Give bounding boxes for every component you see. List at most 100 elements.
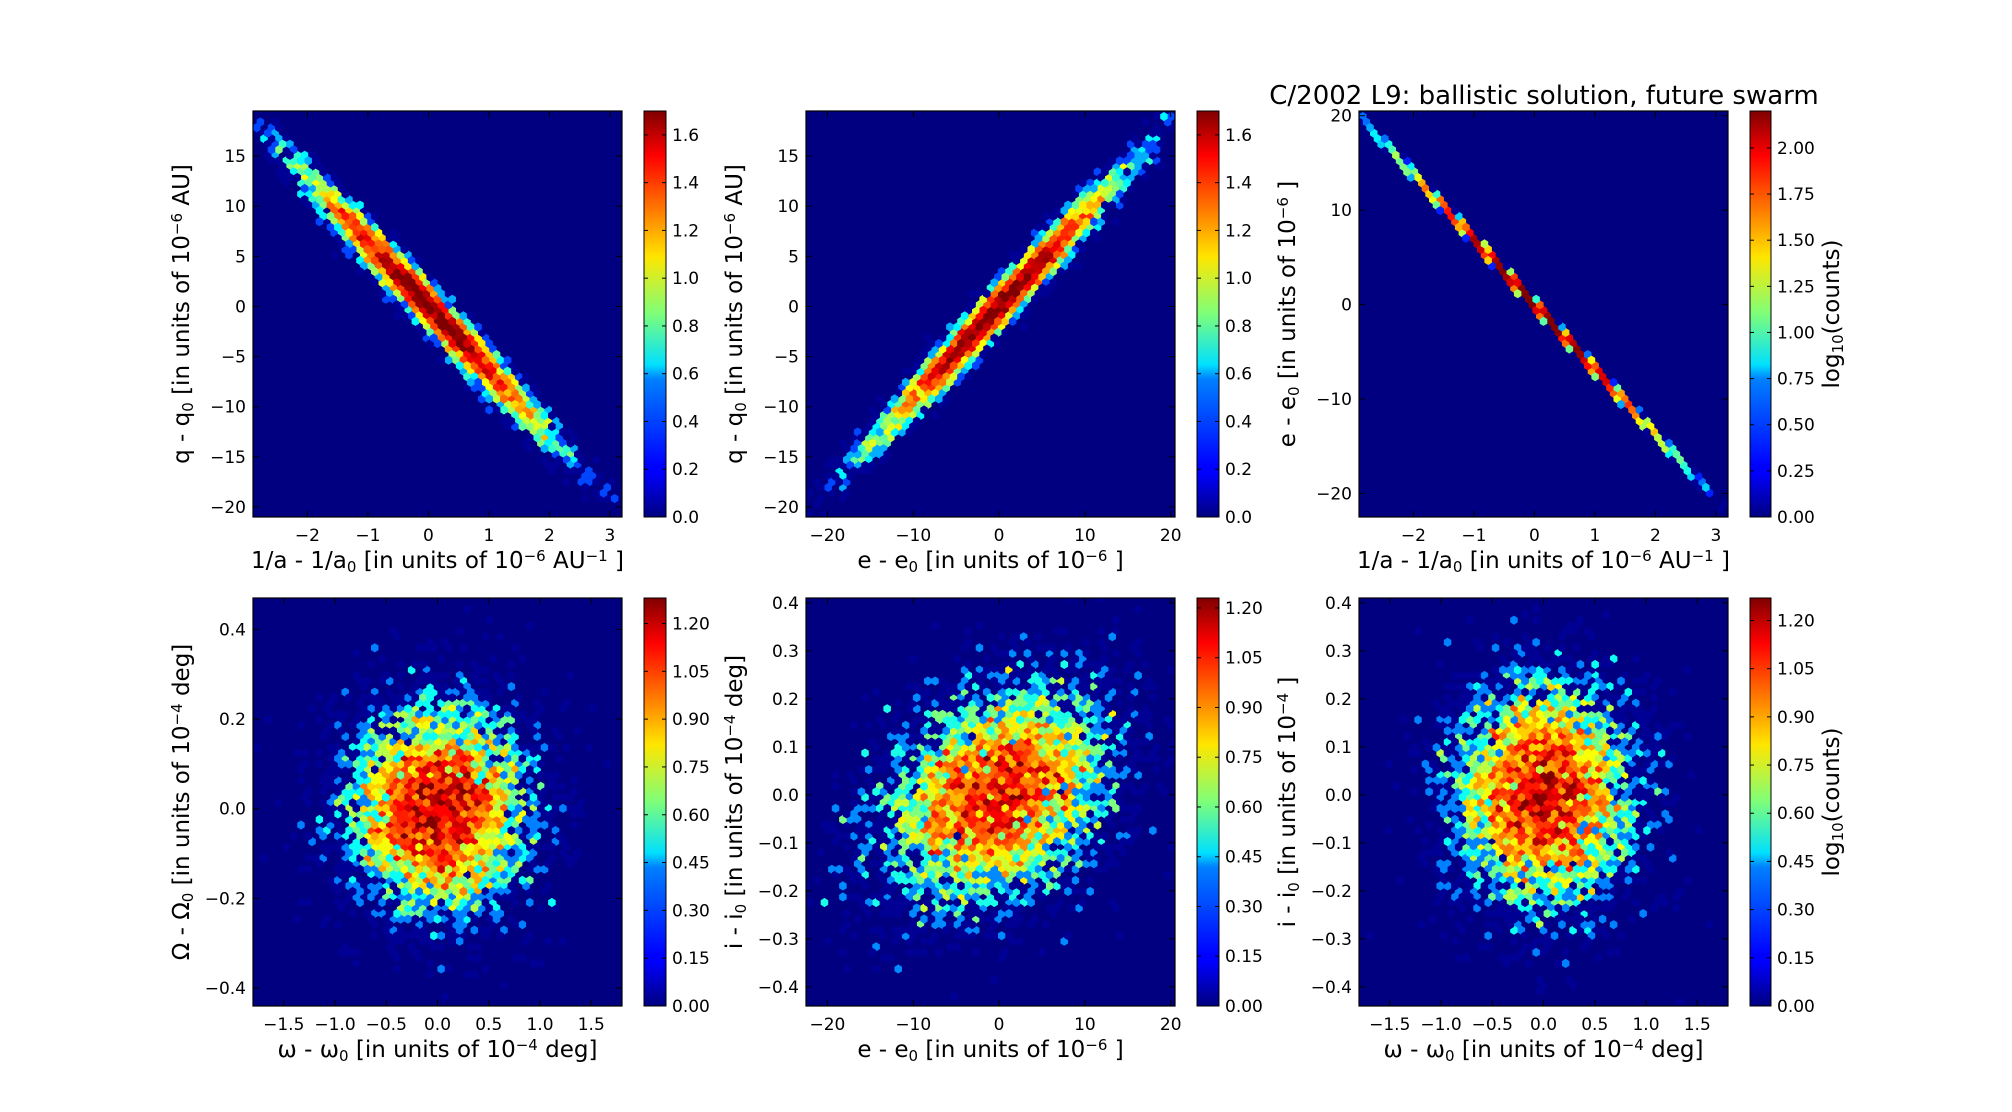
hex-bin bbox=[308, 704, 316, 714]
hex-bin bbox=[1012, 731, 1021, 741]
label-text: AU] bbox=[722, 164, 748, 213]
hex-bin bbox=[912, 748, 921, 758]
hex-bin bbox=[942, 848, 950, 858]
hex-bin bbox=[393, 953, 401, 963]
hex-bin bbox=[1082, 228, 1091, 238]
hex-bin bbox=[1079, 676, 1087, 686]
hex-bin bbox=[404, 837, 412, 847]
hex-bin bbox=[1001, 892, 1009, 902]
hex-bin bbox=[1101, 178, 1109, 188]
hex-bin bbox=[500, 781, 508, 791]
x-tick-label: −2 bbox=[1401, 526, 1426, 546]
hex-bin bbox=[935, 947, 943, 957]
hex-bin bbox=[426, 958, 434, 968]
hex-bin bbox=[548, 410, 556, 421]
hex-bin bbox=[348, 886, 357, 896]
hex-bin bbox=[337, 826, 346, 836]
hex-bin bbox=[835, 864, 843, 874]
hex-bin bbox=[883, 781, 891, 791]
figure-title: C/2002 L9: ballistic solution, future sw… bbox=[1269, 81, 1819, 111]
hex-bin bbox=[1082, 659, 1091, 669]
hex-bin bbox=[518, 709, 527, 719]
hex-bin bbox=[887, 953, 895, 963]
hex-bin bbox=[857, 864, 866, 874]
hex-bin bbox=[865, 909, 873, 919]
hex-bin bbox=[396, 848, 405, 858]
label-subscript: 0 bbox=[732, 402, 750, 412]
hexbin-panel-4: −1.5 −1.0 −0.5 0.0 0.5 1.0 1.5−0.4−0.20.00.20.… bbox=[168, 597, 710, 1065]
hex-bin bbox=[868, 737, 877, 747]
hex-bin bbox=[367, 693, 375, 703]
hex-bin bbox=[463, 781, 471, 791]
label-text: [in units of 10 bbox=[356, 548, 523, 574]
label-subscript: 0 bbox=[1453, 558, 1463, 576]
hex-bin bbox=[511, 643, 519, 653]
hex-bin bbox=[927, 903, 936, 913]
y-tick-label: −0.4 bbox=[758, 978, 799, 998]
hex-bin bbox=[1019, 322, 1028, 332]
hex-bin bbox=[887, 909, 895, 919]
hex-bin bbox=[374, 792, 383, 802]
hex-bin bbox=[1027, 709, 1035, 719]
hex-bin bbox=[540, 410, 549, 421]
hex-bin bbox=[824, 936, 832, 946]
colorbar-tick-label: 1.0 bbox=[672, 269, 699, 289]
hex-bin bbox=[1038, 682, 1046, 692]
hex-bin bbox=[407, 864, 416, 874]
colorbar-tick-label: 0.45 bbox=[672, 854, 710, 874]
hex-bin bbox=[511, 897, 519, 908]
hex-bin bbox=[422, 831, 431, 841]
hex-bin bbox=[1510, 770, 1518, 780]
hex-bin bbox=[1576, 350, 1585, 360]
hex-bin bbox=[1127, 803, 1135, 813]
hex-bin bbox=[474, 322, 482, 332]
hex-bin bbox=[1005, 687, 1013, 697]
hex-bin bbox=[452, 709, 460, 719]
hex-bin bbox=[868, 416, 877, 426]
hex-bin bbox=[1090, 737, 1098, 747]
hex-bin bbox=[1038, 947, 1046, 957]
hex-bin bbox=[526, 765, 534, 775]
hex-bin bbox=[452, 754, 460, 764]
hex-bin bbox=[1138, 754, 1146, 764]
hex-bin bbox=[419, 814, 427, 824]
hex-bin bbox=[1097, 626, 1105, 636]
hex-bin bbox=[522, 383, 530, 393]
hex-bin bbox=[444, 798, 453, 808]
hex-bin bbox=[444, 776, 453, 786]
hex-bin bbox=[393, 909, 401, 919]
hex-bin bbox=[1101, 720, 1109, 730]
x-tick-label: 1 bbox=[1590, 526, 1601, 546]
x-tick-label: −10 bbox=[895, 1015, 931, 1035]
hex-bin bbox=[382, 726, 390, 736]
hex-bin bbox=[507, 770, 516, 780]
hex-bin bbox=[371, 211, 379, 221]
hex-bin bbox=[514, 693, 523, 703]
hex-bin bbox=[267, 145, 276, 155]
label-text: [in units of 10 bbox=[918, 1037, 1085, 1063]
hex-bin bbox=[912, 848, 921, 858]
hex-bin bbox=[1071, 886, 1080, 896]
hex-bin bbox=[500, 394, 508, 404]
hex-bin bbox=[341, 809, 349, 819]
hex-bin bbox=[400, 809, 409, 819]
hex-bin bbox=[890, 881, 899, 891]
hex-bin bbox=[437, 311, 445, 321]
hex-bin bbox=[842, 809, 851, 819]
hex-bin bbox=[404, 914, 412, 924]
hex-bin bbox=[459, 311, 468, 321]
hex-bin bbox=[1060, 206, 1069, 216]
hex-bin bbox=[861, 826, 869, 836]
hex-bin bbox=[511, 742, 519, 752]
hex-bin bbox=[548, 897, 556, 908]
hex-bin bbox=[474, 864, 482, 874]
label-subscript: 0 bbox=[732, 904, 750, 914]
label-text: AU bbox=[1652, 548, 1692, 574]
hex-bin bbox=[968, 920, 976, 930]
hex-bin bbox=[352, 748, 361, 758]
hex-bin bbox=[983, 665, 991, 675]
x-tick-label: 1 bbox=[484, 526, 495, 546]
hex-bin bbox=[359, 848, 368, 858]
colorbar-tick-label: 0.0 bbox=[672, 508, 699, 528]
